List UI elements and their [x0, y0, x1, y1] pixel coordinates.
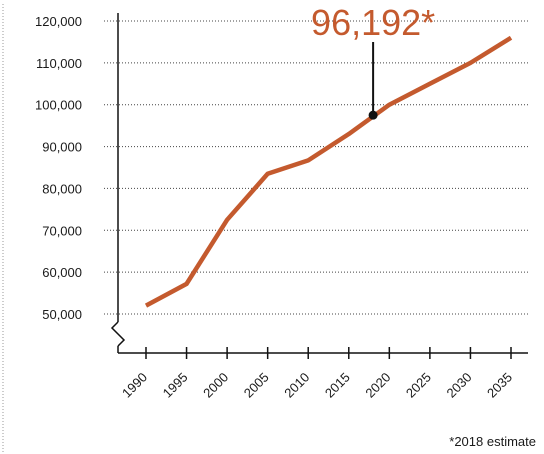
x-tick-label: 2005: [241, 370, 272, 401]
y-tick-label: 80,000: [42, 181, 82, 196]
y-tick-label: 50,000: [42, 307, 82, 322]
x-tick-label: 2010: [281, 370, 312, 401]
annotation-marker: [368, 110, 378, 120]
footnote: *2018 estimate: [449, 434, 536, 449]
y-tick-label: 60,000: [42, 265, 82, 280]
annotation: 96,192*: [311, 2, 435, 120]
series-line-0: [144, 35, 513, 308]
x-tick-label: 2015: [322, 370, 353, 401]
x-tick-label: 2020: [362, 370, 393, 401]
data-series: [144, 35, 513, 308]
x-tick-label: 1990: [119, 370, 150, 401]
y-tick-label: 100,000: [35, 98, 82, 113]
y-tick-label: 90,000: [42, 140, 82, 155]
y-tick-labels: 50,000 60,000 70,000 80,000 90,000 100,000 110…: [35, 14, 82, 322]
y-tick-label: 120,000: [35, 14, 82, 29]
x-tick-labels: 1990 1995 2000 2005 2010 2015 2020 2025 2030 2035: [119, 370, 515, 401]
x-tick-label: 2025: [403, 370, 434, 401]
annotation-label: 96,192*: [311, 2, 435, 43]
x-tick-label: 2035: [484, 370, 515, 401]
y-axis: [110, 13, 126, 353]
y-tick-label: 70,000: [42, 223, 82, 238]
x-tick-label: 2030: [444, 370, 475, 401]
axis-break-symbol: [110, 321, 126, 347]
x-tick-label: 2000: [200, 370, 231, 401]
x-tick-label: 1995: [160, 370, 191, 401]
x-axis: [118, 347, 528, 359]
y-tick-label: 110,000: [36, 56, 82, 71]
